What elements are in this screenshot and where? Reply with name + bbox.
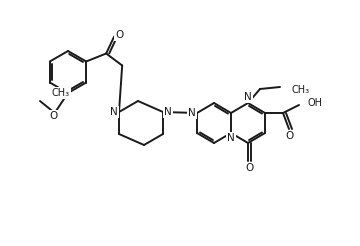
Text: O: O [285,131,293,141]
Text: CH₃: CH₃ [292,85,310,95]
Text: O: O [245,163,253,173]
Text: N: N [244,92,252,102]
Text: N: N [188,108,196,118]
Text: N: N [227,133,235,143]
Text: O: O [50,111,58,121]
Text: CH₃: CH₃ [52,88,70,98]
Text: N: N [110,107,118,117]
Text: OH: OH [307,98,322,108]
Text: O: O [115,31,123,41]
Text: N: N [164,107,172,117]
